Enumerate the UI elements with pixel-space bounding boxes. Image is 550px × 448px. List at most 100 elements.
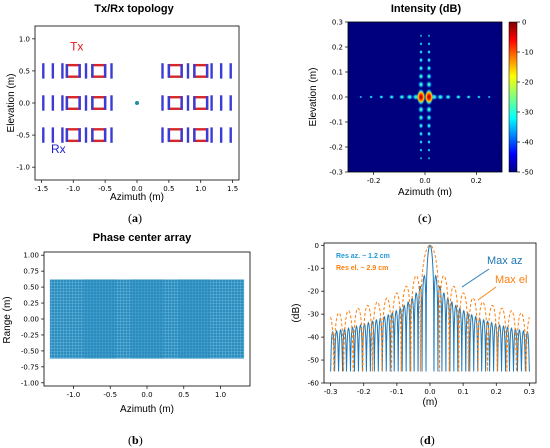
panel-c-y-tick-label: -0.2 — [329, 144, 343, 152]
colorbar-tick-label: -10 — [522, 49, 533, 57]
panel-b-x-tick-label: 0.0 — [141, 391, 152, 399]
panel-d-x-tick-label: 0.0 — [424, 388, 435, 396]
panel-d-x-tick-label: 0.2 — [491, 388, 502, 396]
sidelobe-vertical — [427, 41, 431, 46]
panel-a-y-tick-label: 1.0 — [19, 35, 30, 43]
panel-b-y-tick-label: -0.50 — [21, 347, 39, 355]
sidelobe-vertical — [425, 80, 433, 89]
panel-b-y-tick-label: 1.00 — [23, 252, 39, 260]
colorbar — [508, 21, 518, 173]
sidelobe-vertical — [417, 105, 425, 114]
panel-d-y-ticks: 0 -10 -20 -30 -40 -50 -60 — [308, 242, 324, 388]
sidelobe-horizontal — [487, 95, 491, 99]
panel-b-xlabel: Azimuth (m) — [120, 404, 174, 415]
max-el-pointer — [477, 286, 497, 301]
panel-b-y-tick-label: 0.25 — [23, 300, 39, 308]
panel-d-y-tick-label: 0 — [315, 242, 319, 250]
panel-a-title: Tx/Rx topology — [94, 3, 174, 15]
panel-b-phase-center: Phase center array -1.0 -0.5 0.0 0.5 1.0 1.0… — [2, 232, 251, 415]
panel-c-x-tick-label: 0.0 — [419, 177, 430, 185]
panel-c-intensity: Intensity (dB) -0.2 0.0 0.2 0.30.20.10.0-0… — [308, 3, 533, 198]
panel-a-x-tick-label: 0.0 — [131, 185, 142, 193]
panel-c-y-tick-label: -0.3 — [329, 169, 343, 177]
phase-center-dense-band — [131, 279, 163, 359]
panel-c-xlabel: Azimuth (m) — [398, 187, 452, 198]
panel-d-profiles: -0.3 -0.2 -0.1 0.0 0.1 0.2 0.3 0 -10 -20 -30 -40 -5… — [291, 242, 537, 408]
caption-d-letter: d — [424, 433, 431, 447]
panel-b-y-ticks: 1.00 0.75 0.50 0.25 0.00 -0.25 -0.50 -0.75 -1.00 — [21, 252, 44, 387]
caption-b: (b) — [128, 433, 143, 447]
panel-b-y-tick-label: -0.75 — [21, 363, 39, 371]
sidelobe-vertical — [418, 122, 424, 129]
sidelobe-vertical — [426, 114, 432, 122]
panel-a-x-tick-label: -1.5 — [35, 185, 49, 193]
sidelobe-horizontal — [359, 95, 363, 99]
sidelobe-vertical — [418, 72, 424, 80]
sidelobe-vertical — [427, 49, 431, 55]
panel-b-x-tick-label: -1.0 — [67, 391, 81, 399]
colorbar-ticks: 0 -10 -20 -30 -40 -50 — [517, 19, 533, 177]
max-az-pointer — [461, 268, 490, 288]
sidelobe-vertical — [427, 34, 431, 38]
panel-b-ylabel: Range (m) — [2, 296, 13, 343]
panel-b-y-tick-label: 0.50 — [23, 284, 39, 292]
panel-d-y-tick-label: -20 — [308, 288, 319, 296]
panel-a-y-ticks: 1.0 0.5 0.0 -0.5 -1.0 — [16, 35, 35, 172]
caption-d: (d) — [420, 433, 435, 447]
panel-d-y-tick-label: -50 — [308, 357, 319, 365]
panel-b-y-tick-label: -0.25 — [21, 331, 39, 339]
panel-d-lines — [330, 244, 530, 372]
panel-b-x-tick-label: -0.5 — [103, 391, 117, 399]
panel-b-x-tick-label: 0.5 — [178, 391, 189, 399]
colorbar-tick-label: -40 — [522, 139, 533, 147]
panel-a-y-tick-label: -1.0 — [16, 164, 30, 172]
phase-center-grid — [49, 279, 245, 359]
sidelobe-vertical — [426, 65, 432, 72]
panel-d-plot-area — [323, 242, 537, 384]
panel-d-ylabel: (dB) — [291, 304, 302, 323]
sidelobe-vertical — [419, 41, 423, 46]
sidelobe-horizontal — [398, 94, 406, 100]
sidelobe-vertical — [418, 65, 424, 72]
panel-d-x-tick-label: -0.3 — [324, 388, 338, 396]
panel-a-y-tick-label: 0.5 — [19, 67, 30, 75]
panel-c-x-ticks: -0.2 0.0 0.2 — [367, 172, 482, 185]
panel-a-y-tick-label: -0.5 — [16, 132, 30, 140]
sidelobe-horizontal — [406, 93, 414, 101]
panel-b-x-tick-label: 1.0 — [215, 391, 226, 399]
panel-d-x-tick-label: 0.3 — [524, 388, 535, 396]
panel-d-x-ticks: -0.3 -0.2 -0.1 0.0 0.1 0.2 0.3 — [324, 383, 535, 396]
sidelobe-horizontal — [476, 95, 481, 99]
sidelobe-vertical — [418, 131, 424, 137]
panel-d-y-tick-label: -40 — [308, 334, 319, 342]
sidelobe-vertical — [417, 80, 425, 89]
phase-center-dense-band — [83, 279, 116, 359]
panel-d-x-tick-label: -0.2 — [357, 388, 371, 396]
main-lobe — [416, 90, 426, 104]
colorbar-tick-label: -30 — [522, 109, 533, 117]
sidelobe-horizontal — [444, 94, 452, 100]
panel-a-x-tick-label: 1.5 — [227, 185, 238, 193]
colorbar-tick-label: -50 — [522, 169, 533, 177]
panel-c-y-tick-label: -0.1 — [329, 119, 343, 127]
panel-c-marks — [359, 34, 491, 160]
panel-a-x-tick-label: 1.0 — [195, 185, 206, 193]
caption-b-letter: b — [132, 433, 139, 447]
panel-a-x-tick-label: -0.5 — [98, 185, 112, 193]
sidelobe-vertical — [426, 122, 432, 129]
panel-c-y-tick-label: 0.0 — [332, 94, 343, 102]
sidelobe-vertical — [427, 139, 431, 145]
caption-a-letter: a — [132, 211, 138, 225]
max-el-label: Max el — [495, 274, 527, 286]
panel-c-y-ticks: 0.3 0.2 0.1 0.0 -0.1 -0.2 -0.3 — [329, 19, 348, 177]
caption-a: (a) — [128, 211, 142, 225]
res-el-annotation: Res el. ~ 2.9 cm — [336, 265, 388, 272]
colorbar-tick-label: -20 — [522, 79, 533, 87]
panel-b-x-ticks: -1.0 -0.5 0.0 0.5 1.0 — [67, 279, 226, 399]
sidelobe-vertical — [419, 156, 423, 160]
sidelobe-horizontal — [436, 93, 444, 101]
res-az-annotation: Res az. ~ 1.2 cm — [336, 253, 390, 260]
panel-d-y-tick-label: -10 — [308, 265, 319, 273]
sidelobe-vertical — [418, 114, 424, 122]
